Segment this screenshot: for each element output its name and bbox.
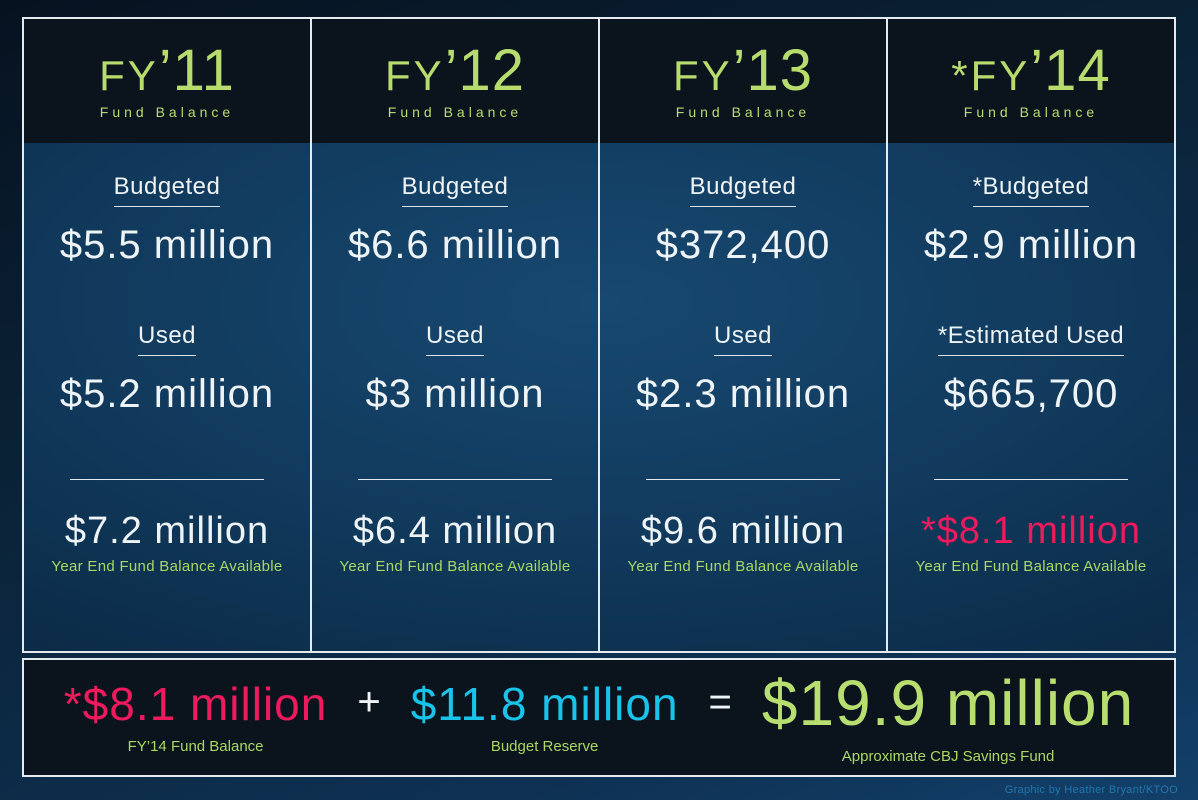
budgeted-label: Budgeted [689,173,797,207]
budgeted-value: $5.5 million [59,223,275,267]
fy-year: ’12 [444,38,526,103]
equation-term-budget-reserve: $11.8 million Budget Reserve [410,677,679,756]
divider-line [645,479,841,480]
budgeted-value: $2.9 million [923,223,1139,267]
fund-balance-subtitle: Fund Balance [675,104,811,120]
savings-fund-label: Approximate CBJ Savings Fund [841,747,1055,765]
used-label: Used [425,322,485,356]
fy14-balance-value: *$8.1 million [63,677,328,730]
budgeted-value: $6.6 million [347,223,563,267]
year-end-balance-value: *$8.1 million [921,510,1141,552]
year-end-balance-value: $9.6 million [640,510,846,552]
fy-year-title: *FY’14 [951,42,1110,100]
savings-fund-value: $19.9 million [761,667,1135,740]
column-header-fy13: FY’13 Fund Balance [600,19,886,143]
fy-year: ’13 [732,38,814,103]
budget-reserve-value: $11.8 million [410,677,679,730]
budgeted-label: Budgeted [113,173,221,207]
graphic-credit: Graphic by Heather Bryant/KTOO [1004,784,1178,796]
fy-year-title: FY’12 [385,42,525,100]
fy-prefix: FY [99,52,159,99]
column-header-fy12: FY’12 Fund Balance [312,19,598,143]
column-fy13: FY’13 Fund Balance Budgeted $372,400 Use… [600,19,888,651]
fund-balance-board: FY’11 Fund Balance Budgeted $5.5 million… [22,17,1176,653]
year-end-balance-label: Year End Fund Balance Available [51,558,283,575]
fy-year: ’11 [158,38,235,103]
year-end-balance-label: Year End Fund Balance Available [339,558,571,575]
fund-balance-subtitle: Fund Balance [99,104,235,120]
divider-line [933,479,1129,480]
fy-year-title: FY’13 [673,42,813,100]
column-fy11: FY’11 Fund Balance Budgeted $5.5 million… [24,19,312,651]
budgeted-label: Budgeted [401,173,509,207]
budgeted-value: $372,400 [655,223,831,267]
year-end-balance-value: $6.4 million [352,510,558,552]
plus-sign: + [357,680,381,724]
year-end-balance-value: $7.2 million [64,510,270,552]
used-value: $5.2 million [59,372,275,416]
equation-result-savings-fund: $19.9 million Approximate CBJ Savings Fu… [761,667,1135,765]
column-header-fy11: FY’11 Fund Balance [24,19,310,143]
column-header-fy14: *FY’14 Fund Balance [888,19,1174,143]
column-body-fy11: Budgeted $5.5 million Used $5.2 million … [24,143,310,651]
equals-sign: = [708,680,732,724]
fund-balance-subtitle: Fund Balance [963,104,1099,120]
divider-line [357,479,553,480]
column-body-fy12: Budgeted $6.6 million Used $3 million $6… [312,143,598,651]
divider-line [69,479,265,480]
column-fy12: FY’12 Fund Balance Budgeted $6.6 million… [312,19,600,651]
fund-balance-subtitle: Fund Balance [387,104,523,120]
column-body-fy14: *Budgeted $2.9 million *Estimated Used $… [888,143,1174,651]
used-value: $2.3 million [635,372,851,416]
budget-reserve-label: Budget Reserve [490,738,599,756]
column-fy14: *FY’14 Fund Balance *Budgeted $2.9 milli… [888,19,1174,651]
fy-year: ’14 [1030,38,1111,103]
column-body-fy13: Budgeted $372,400 Used $2.3 million $9.6… [600,143,886,651]
year-end-balance-label: Year End Fund Balance Available [915,558,1147,575]
budgeted-label: *Budgeted [972,173,1090,207]
used-label: Used [137,322,197,356]
fy-prefix: *FY [951,52,1031,99]
fy14-balance-label: FY’14 Fund Balance [127,738,264,756]
summary-equation-banner: *$8.1 million FY’14 Fund Balance + $11.8… [22,658,1176,777]
used-value: $665,700 [943,372,1119,416]
fy-prefix: FY [384,52,445,99]
fy-year-title: FY’11 [99,42,235,100]
year-end-balance-label: Year End Fund Balance Available [627,558,859,575]
used-label: Used [713,322,773,356]
fy-prefix: FY [672,52,733,99]
equation-term-fy14-balance: *$8.1 million FY’14 Fund Balance [63,677,328,756]
used-value: $3 million [365,372,545,416]
used-label: *Estimated Used [937,322,1125,356]
